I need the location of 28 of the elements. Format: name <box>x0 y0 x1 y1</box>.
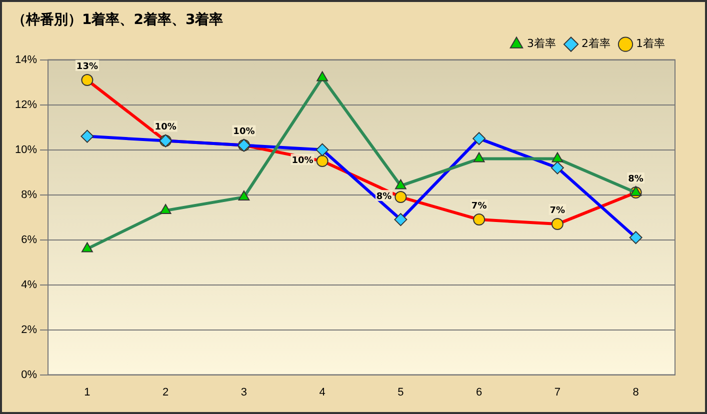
data-label: 8% <box>628 174 644 184</box>
data-label: 13% <box>76 62 98 72</box>
y-tick-label: 6% <box>21 234 38 246</box>
data-label: 10% <box>154 122 176 133</box>
y-tick-label: 10% <box>14 144 38 156</box>
legend-label: 3着率 <box>527 37 556 50</box>
legend-label: 1着率 <box>636 37 665 50</box>
x-tick-label: 5 <box>398 386 404 398</box>
data-label: 7% <box>471 201 487 212</box>
x-tick-label: 6 <box>476 386 482 398</box>
data-label: 10% <box>292 156 314 166</box>
chart-title: （枠番別）1着率、2着率、3着率 <box>12 11 224 28</box>
y-tick-label: 14% <box>14 54 38 66</box>
y-tick-label: 0% <box>21 368 38 381</box>
x-tick-label: 1 <box>84 386 90 398</box>
x-tick-label: 8 <box>632 386 639 398</box>
y-tick-label: 8% <box>21 188 38 201</box>
x-tick-label: 2 <box>162 386 169 398</box>
x-tick-label: 7 <box>554 386 561 398</box>
data-label: 7% <box>550 206 566 216</box>
data-label: 10% <box>233 127 255 138</box>
data-label: 8% <box>376 192 392 202</box>
x-tick-label: 4 <box>319 386 326 398</box>
y-tick-label: 2% <box>21 324 38 336</box>
legend-label: 2着率 <box>582 37 611 50</box>
y-tick-label: 4% <box>21 278 38 291</box>
y-tick-label: 12% <box>14 98 38 111</box>
x-tick-label: 3 <box>240 386 248 398</box>
